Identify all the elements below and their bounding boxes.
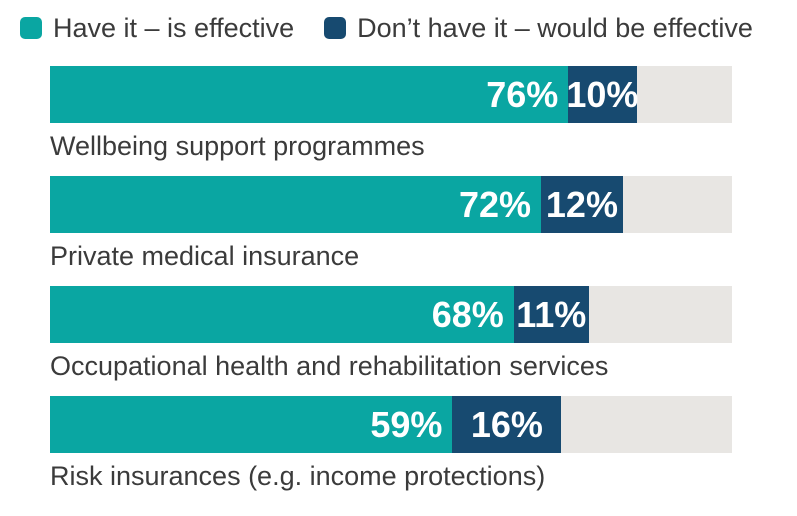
bar-track: 76% 10% — [50, 66, 732, 123]
bar-row: 68% 11% Occupational health and rehabili… — [50, 286, 732, 385]
bar-value-have: 68% — [431, 293, 504, 335]
category-label: Occupational health and rehabilitation s… — [50, 351, 609, 381]
bar-value-dont: 10% — [566, 73, 639, 115]
bar-track: 72% 12% — [50, 176, 732, 233]
chart-rows: 76% 10% Wellbeing support programmes 72%… — [50, 66, 732, 495]
legend-item-dont: Don’t have it – would be effective — [324, 13, 753, 44]
legend-swatch-dont-icon — [324, 17, 347, 39]
legend-item-have: Have it – is effective — [20, 13, 294, 44]
bar-value-dont: 11% — [516, 293, 587, 335]
bar-segment-dont: 11% — [513, 286, 589, 343]
bar-value-dont: 16% — [470, 403, 543, 445]
bar-row: 72% 12% Private medical insurance — [50, 176, 732, 275]
bar-segment-have: 76% — [50, 66, 569, 123]
bar-track: 59% 16% — [50, 396, 732, 453]
bar-segment-dont: 10% — [566, 66, 639, 123]
bar-segment-have: 68% — [50, 286, 514, 343]
bar-value-have: 72% — [458, 183, 532, 225]
bar-value-dont: 12% — [545, 183, 618, 225]
bar-segment-have: 72% — [50, 176, 542, 233]
legend-label-have: Have it – is effective — [53, 12, 295, 43]
bar-row: 59% 16% Risk insurances (e.g. income pro… — [50, 396, 732, 495]
bar-value-have: 59% — [370, 403, 443, 445]
bar-row: 76% 10% Wellbeing support programmes — [50, 66, 732, 165]
bar-track: 68% 11% — [50, 286, 732, 343]
bar-segment-dont: 12% — [541, 176, 623, 233]
legend-swatch-have-icon — [20, 17, 42, 39]
category-label: Risk insurances (e.g. income protections… — [50, 461, 546, 491]
bar-value-have: 76% — [486, 73, 559, 115]
legend-label-dont: Don’t have it – would be effective — [357, 12, 753, 43]
category-label: Private medical insurance — [50, 241, 360, 271]
bar-segment-dont: 16% — [452, 396, 562, 453]
bar-segment-have: 59% — [50, 396, 453, 453]
legend: Have it – is effective Don’t have it – w… — [20, 13, 797, 44]
category-label: Wellbeing support programmes — [50, 131, 425, 161]
